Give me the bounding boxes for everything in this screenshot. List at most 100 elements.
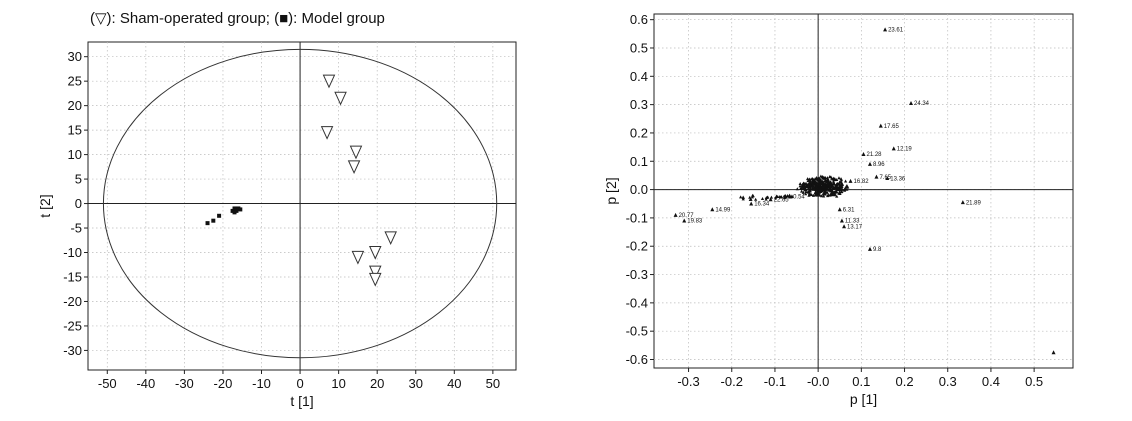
loading-point (823, 175, 827, 179)
loading-point (1051, 350, 1056, 355)
loading-point-label: 6.31 (843, 207, 855, 213)
loading-point-label: 19.83 (687, 219, 703, 225)
y-tick-label: 0.4 (630, 69, 648, 84)
loading-point (814, 188, 819, 192)
loading-point (788, 194, 793, 199)
x-tick-label: 40 (447, 376, 461, 391)
loading-point (803, 185, 807, 189)
loading-point-label: 22.65 (774, 197, 790, 203)
chart-title: (▽): Sham-operated group; (■): Model gro… (90, 10, 385, 27)
loading-point (819, 182, 823, 186)
loading-point-label: 16.82 (854, 179, 870, 185)
loading-point (773, 196, 778, 200)
y-tick-label: -0.6 (626, 352, 648, 367)
loading-point (837, 182, 841, 186)
sham-point (351, 250, 365, 265)
loading-point (960, 200, 965, 205)
loading-point (817, 183, 822, 187)
y-tick-label: 0.6 (630, 12, 648, 27)
y-tick-label: -15 (63, 269, 82, 284)
loading-point (818, 187, 822, 191)
loading-point (806, 177, 810, 181)
loading-point (809, 184, 813, 188)
loading-point-label: 16.34 (754, 202, 770, 208)
loading-point (741, 197, 745, 201)
loading-point (837, 185, 841, 189)
loading-point-label: 8.96 (873, 162, 885, 168)
loading-point (826, 178, 830, 182)
x-tick-label: 0.3 (939, 374, 957, 389)
loading-point (832, 190, 836, 194)
loading-point (803, 188, 807, 192)
y-tick-label: -20 (63, 294, 82, 309)
loading-point (835, 190, 839, 194)
loading-point (828, 183, 832, 187)
loading-point (710, 207, 715, 212)
x-tick-label: 20 (370, 376, 384, 391)
x-tick-label: -30 (175, 376, 194, 391)
model-point (238, 207, 243, 212)
loading-point (845, 187, 849, 191)
x-tick-label: -50 (98, 376, 117, 391)
loading-point (843, 179, 848, 183)
loading-point (749, 197, 753, 201)
loading-point (814, 192, 818, 196)
y-axis-label: t [2] (37, 194, 53, 217)
loading-point (843, 186, 847, 190)
loading-point (809, 187, 814, 191)
y-tick-label: -0.2 (626, 239, 648, 254)
loading-point (818, 179, 823, 183)
sham-point (368, 265, 382, 280)
loading-point-label: 24.34 (914, 101, 930, 107)
loading-point (813, 177, 817, 181)
loading-point (818, 193, 822, 197)
y-tick-label: 20 (68, 98, 82, 113)
sham-point (349, 145, 363, 160)
loading-point (840, 189, 844, 193)
x-tick-label: -0.1 (764, 374, 786, 389)
model-point (232, 210, 237, 215)
plot-frame (87, 41, 517, 371)
loading-point-label: 7.65 (879, 175, 891, 181)
loading-point (801, 190, 805, 194)
loading-point (874, 174, 879, 179)
loading-point (909, 101, 914, 106)
y-tick-label: 0.3 (630, 97, 648, 112)
loading-point (825, 181, 830, 185)
y-tick-label: 0.2 (630, 125, 648, 140)
model-point (205, 221, 210, 226)
y-tick-label: -10 (63, 245, 82, 260)
x-tick-label: 0 (296, 376, 303, 391)
y-tick-label: -25 (63, 318, 82, 333)
loading-point (848, 178, 853, 183)
sham-point (384, 231, 397, 246)
loading-point (798, 182, 802, 186)
loading-point-label: 13.17 (847, 224, 863, 230)
loading-point (821, 176, 825, 180)
loading-point (878, 123, 883, 128)
loading-point (778, 195, 783, 199)
model-point (217, 213, 222, 218)
x-axis-label: p [1] (850, 391, 877, 407)
loading-point (798, 184, 802, 188)
loading-point (754, 197, 758, 201)
score-plot: -50 -40 -30 -20 -10 0 10 20 30 40 50-30-25-20-15-1… (37, 41, 517, 409)
y-tick-label: 25 (68, 74, 82, 89)
loading-point (822, 184, 826, 188)
loading-point (829, 175, 833, 179)
y-axis-label: p [2] (603, 177, 619, 204)
loading-point (839, 218, 844, 223)
loading-point (804, 190, 808, 194)
x-tick-label: 50 (486, 376, 500, 391)
y-tick-label: 0 (75, 196, 82, 211)
loading-point (831, 177, 835, 181)
loading-point (766, 195, 770, 199)
loading-point (800, 189, 804, 193)
model-point (232, 206, 237, 211)
loading-point (823, 190, 827, 194)
loading-point (749, 201, 754, 206)
y-tick-label: 10 (68, 147, 82, 162)
loading-point (741, 195, 745, 199)
x-tick-label: 0.5 (1025, 374, 1043, 389)
